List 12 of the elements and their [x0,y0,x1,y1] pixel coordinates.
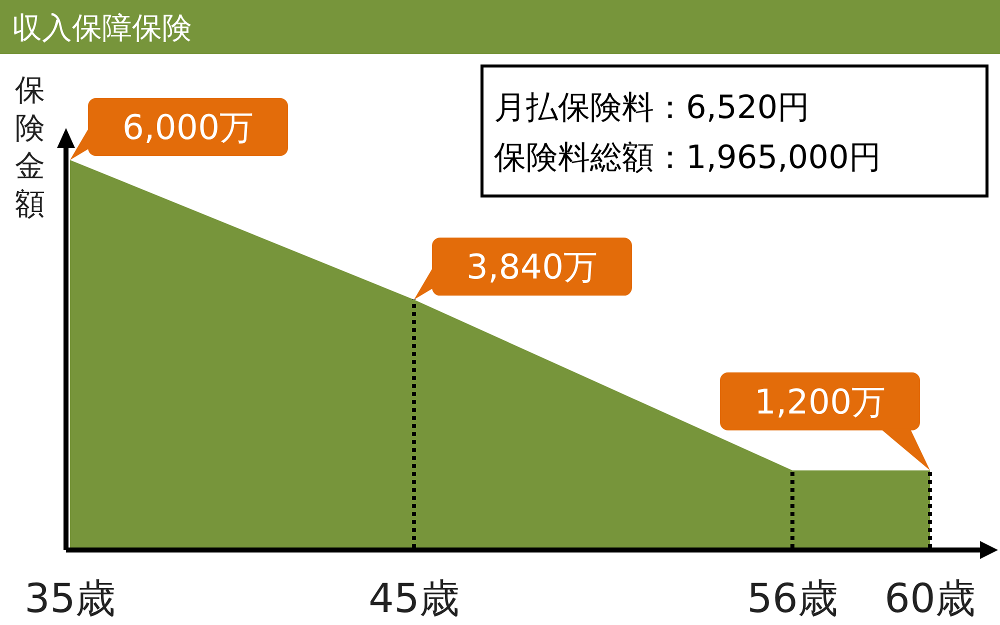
y-axis-title: 保険金額 [15,73,45,222]
chart-title: 収入保障保険 [12,11,192,46]
title-banner: 収入保障保険 [0,0,1000,54]
text: 月払保険料：6,520円 [494,88,810,126]
x-tick-label: 45歳 [368,576,460,622]
data-label: 6,000万 [122,108,254,148]
x-tick-label: 60歳 [884,576,976,622]
x-tick-label: 35歳 [24,576,116,622]
data-label: 3,840万 [466,248,598,288]
annotation: 保険料総額：1,965,000円 [494,138,881,176]
data-label: 1,200万 [754,382,886,422]
x-tick-label: 56歳 [746,576,838,622]
